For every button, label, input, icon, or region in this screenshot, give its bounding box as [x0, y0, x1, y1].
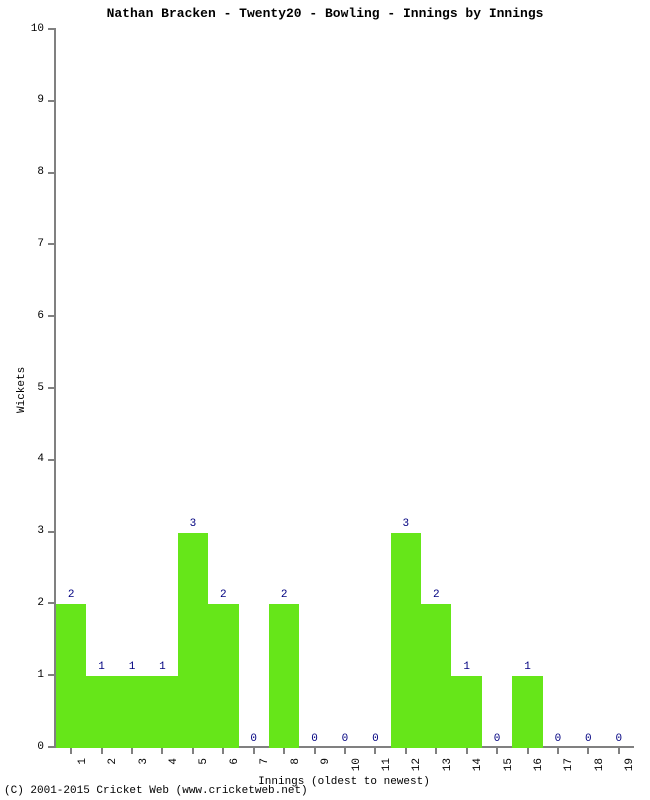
plot-area [54, 28, 634, 748]
x-tick-mark [496, 748, 498, 754]
bar-value-label: 0 [299, 733, 329, 745]
x-tick-label: 13 [442, 758, 454, 778]
x-tick-label: 14 [472, 758, 484, 778]
x-tick-mark [314, 748, 316, 754]
y-tick-mark [48, 243, 54, 245]
bar-value-label: 0 [604, 733, 634, 745]
x-tick-mark [283, 748, 285, 754]
x-tick-label: 17 [563, 758, 575, 778]
x-tick-label: 1 [77, 758, 89, 778]
bar-value-label: 2 [208, 589, 238, 601]
x-tick-mark [70, 748, 72, 754]
x-tick-mark [557, 748, 559, 754]
x-tick-mark [587, 748, 589, 754]
bar-value-label: 1 [117, 661, 147, 673]
x-tick-mark [222, 748, 224, 754]
x-tick-label: 6 [229, 758, 241, 778]
bar-value-label: 0 [330, 733, 360, 745]
x-tick-label: 5 [198, 758, 210, 778]
x-tick-mark [374, 748, 376, 754]
y-tick-label: 4 [14, 453, 44, 465]
y-tick-label: 9 [14, 94, 44, 106]
bar [269, 604, 299, 748]
x-tick-label: 11 [381, 758, 393, 778]
bar-value-label: 1 [451, 661, 481, 673]
x-tick-label: 9 [320, 758, 332, 778]
x-tick-mark [161, 748, 163, 754]
bar-value-label: 0 [482, 733, 512, 745]
chart-container: Nathan Bracken - Twenty20 - Bowling - In… [0, 0, 650, 800]
x-tick-label: 12 [411, 758, 423, 778]
y-tick-mark [48, 387, 54, 389]
bar-value-label: 0 [360, 733, 390, 745]
y-tick-mark [48, 674, 54, 676]
y-tick-mark [48, 28, 54, 30]
bar [208, 604, 238, 748]
bar-value-label: 2 [56, 589, 86, 601]
chart-title: Nathan Bracken - Twenty20 - Bowling - In… [0, 6, 650, 21]
y-tick-label: 2 [14, 597, 44, 609]
y-tick-label: 1 [14, 669, 44, 681]
x-tick-mark [253, 748, 255, 754]
y-tick-mark [48, 172, 54, 174]
y-tick-label: 10 [14, 23, 44, 35]
x-tick-mark [101, 748, 103, 754]
y-tick-mark [48, 459, 54, 461]
bar-value-label: 1 [147, 661, 177, 673]
y-tick-label: 0 [14, 741, 44, 753]
bar-value-label: 3 [178, 518, 208, 530]
x-tick-label: 2 [107, 758, 119, 778]
bar [178, 533, 208, 748]
bar [147, 676, 177, 748]
x-tick-mark [466, 748, 468, 754]
bar-value-label: 0 [573, 733, 603, 745]
y-tick-label: 3 [14, 525, 44, 537]
y-tick-label: 7 [14, 238, 44, 250]
x-tick-mark [527, 748, 529, 754]
bar [451, 676, 481, 748]
bar [391, 533, 421, 748]
bar-value-label: 0 [543, 733, 573, 745]
bar-value-label: 3 [391, 518, 421, 530]
x-tick-mark [192, 748, 194, 754]
x-tick-label: 8 [290, 758, 302, 778]
y-tick-mark [48, 100, 54, 102]
x-tick-label: 18 [594, 758, 606, 778]
x-tick-label: 4 [168, 758, 180, 778]
x-tick-mark [435, 748, 437, 754]
bar-value-label: 2 [421, 589, 451, 601]
y-tick-label: 5 [14, 382, 44, 394]
x-tick-label: 15 [503, 758, 515, 778]
x-tick-label: 16 [533, 758, 545, 778]
x-tick-mark [344, 748, 346, 754]
copyright-text: (C) 2001-2015 Cricket Web (www.cricketwe… [4, 785, 308, 797]
y-tick-label: 6 [14, 310, 44, 322]
bar [86, 676, 116, 748]
y-tick-label: 8 [14, 166, 44, 178]
x-tick-mark [405, 748, 407, 754]
bar-value-label: 0 [239, 733, 269, 745]
y-tick-mark [48, 602, 54, 604]
x-tick-label: 7 [259, 758, 271, 778]
bar-value-label: 1 [86, 661, 116, 673]
x-tick-label: 19 [624, 758, 636, 778]
y-tick-mark [48, 315, 54, 317]
bar-value-label: 1 [512, 661, 542, 673]
bar [421, 604, 451, 748]
bar [512, 676, 542, 748]
bar-value-label: 2 [269, 589, 299, 601]
x-tick-label: 3 [138, 758, 150, 778]
x-tick-label: 10 [351, 758, 363, 778]
y-tick-mark [48, 531, 54, 533]
x-tick-mark [131, 748, 133, 754]
bar [117, 676, 147, 748]
y-tick-mark [48, 746, 54, 748]
x-tick-mark [618, 748, 620, 754]
bar [56, 604, 86, 748]
